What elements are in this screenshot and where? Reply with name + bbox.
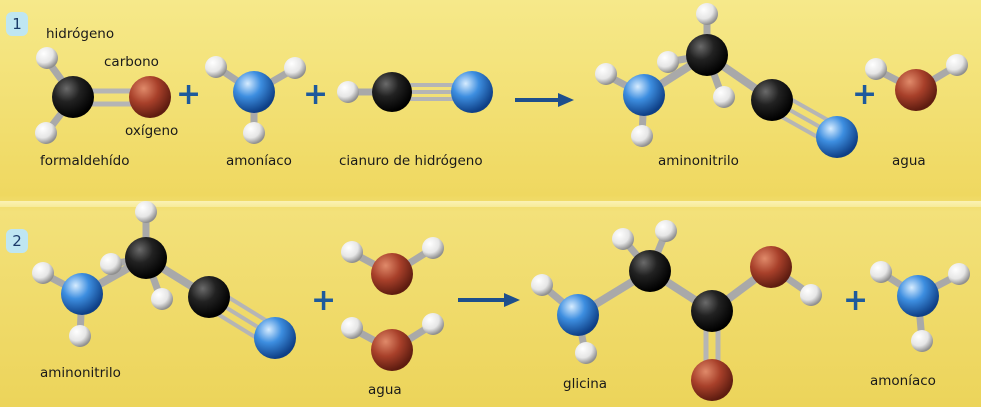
oxygen-atom [750, 246, 792, 288]
hydrogen-atom [69, 325, 91, 347]
hydrogen-atom [422, 313, 444, 335]
nitrogen-atom [254, 317, 296, 359]
formaldehyde-molecule [35, 47, 171, 144]
molecule-label-ammonia: amoníaco [870, 373, 936, 389]
carbon-atom [125, 237, 167, 279]
hydrogen-atom [948, 263, 970, 285]
hydrogen-atom [800, 284, 822, 306]
oxygen-atom [371, 253, 413, 295]
glycine-molecule [531, 220, 822, 401]
nitrogen-atom [816, 116, 858, 158]
hydrogen-atom [100, 253, 122, 275]
nitrogen-atom [623, 74, 665, 116]
molecule-label-hydrogen-cyanide: cianuro de hidrógeno [339, 153, 483, 169]
step-badge-1: 1 [6, 12, 28, 36]
hydrogen-atom [870, 261, 892, 283]
molecule-label-water: agua [892, 153, 926, 169]
hydrogen-atom [911, 330, 933, 352]
reaction-arrow-1 [515, 93, 574, 107]
hydrogen-atom [631, 125, 653, 147]
water-molecule [865, 54, 968, 111]
oxygen-atom [371, 329, 413, 371]
oxygen-atom [895, 69, 937, 111]
plus-sign: + [311, 283, 337, 318]
hydrogen-atom [713, 86, 735, 108]
atom-label-hydrogen: hidrógeno [46, 26, 115, 42]
hydrogen-atom [696, 3, 718, 25]
hydrogen-atom [575, 342, 597, 364]
hydrogen-atom [341, 317, 363, 339]
oxygen-atom [129, 76, 171, 118]
hydrogen-atom [35, 122, 57, 144]
hydrogen-atom [422, 237, 444, 259]
hydrogen-atom [612, 228, 634, 250]
plus-sign: + [852, 77, 878, 112]
molecule-label-formaldehyde: formaldehído [40, 153, 130, 169]
hydrogen-atom [657, 51, 679, 73]
plus-sign: + [843, 283, 869, 318]
nitrogen-atom [557, 294, 599, 336]
oxygen-atom [691, 359, 733, 401]
atom-label-carbon: carbono [104, 54, 159, 70]
nitrogen-atom [451, 71, 493, 113]
hydrogen-atom [243, 122, 265, 144]
carbon-atom [188, 276, 230, 318]
hydrogen-atom [32, 262, 54, 284]
atom-label-oxygen: oxígeno [125, 123, 179, 139]
reaction-arrow-2 [458, 293, 520, 307]
divider [0, 201, 981, 207]
ammonia-molecule [205, 56, 306, 144]
carbon-atom [52, 76, 94, 118]
molecule-label-water: agua [368, 382, 402, 398]
molecule-label-aminonitrile: aminonitrilo [658, 153, 739, 169]
molecule-label-aminonitrile: aminonitrilo [40, 365, 121, 381]
carbon-atom [691, 290, 733, 332]
water-molecule [341, 237, 444, 295]
molecule-label-ammonia: amoníaco [226, 153, 292, 169]
carbon-atom [686, 34, 728, 76]
carbon-atom [629, 250, 671, 292]
plus-sign: + [303, 77, 329, 112]
hydrogen-atom [341, 241, 363, 263]
nitrogen-atom [897, 275, 939, 317]
plus-sign: + [176, 77, 202, 112]
hydrogen-atom [865, 58, 887, 80]
hydrogen-atom [205, 56, 227, 78]
carbon-atom [372, 72, 412, 112]
hydrogen-atom [595, 63, 617, 85]
molecule-label-glycine: glicina [563, 376, 608, 392]
hydrogen-atom [135, 201, 157, 223]
hydrogen-atom [946, 54, 968, 76]
hydrogen-atom [337, 81, 359, 103]
hydrogen-atom [36, 47, 58, 69]
aminonitrile-molecule [32, 201, 296, 359]
hydrogen-cyanide-molecule [337, 71, 493, 113]
water-molecule [341, 313, 444, 371]
ammonia-molecule [870, 261, 970, 352]
nitrogen-atom [61, 273, 103, 315]
hydrogen-atom [531, 274, 553, 296]
hydrogen-atom [151, 288, 173, 310]
carbon-atom [751, 79, 793, 121]
hydrogen-atom [655, 220, 677, 242]
aminonitrile-molecule [595, 3, 858, 158]
hydrogen-atom [284, 57, 306, 79]
nitrogen-atom [233, 71, 275, 113]
step-badge-2: 2 [6, 229, 28, 253]
